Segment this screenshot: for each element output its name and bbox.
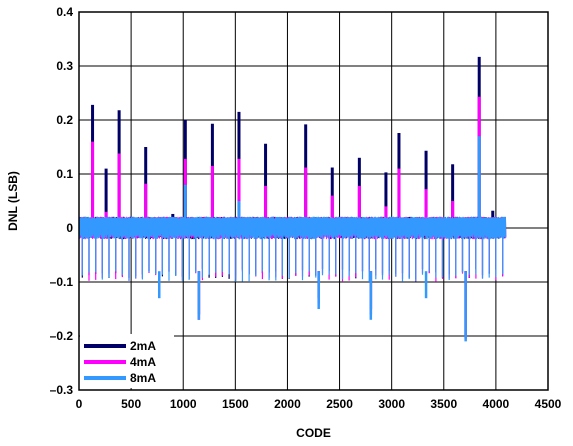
x-tick-label: 1500 (222, 397, 249, 411)
y-tick-label: 0.1 (56, 167, 73, 181)
legend-label-8mA: 8mA (130, 371, 156, 385)
y-tick-label: 0.4 (56, 5, 73, 19)
y-tick-label: 0.2 (56, 113, 73, 127)
legend: 2mA 4mA 8mA (80, 334, 174, 388)
legend-label-2mA: 2mA (130, 339, 156, 353)
series-dips-8mA (81, 228, 504, 282)
y-tick-label: –0.2 (50, 329, 74, 343)
plot-border (78, 11, 549, 391)
x-axis-title: CODE (296, 426, 331, 440)
plot-lines (78, 56, 507, 342)
x-tick-label: 4000 (483, 397, 510, 411)
series-trace-8mA (78, 216, 507, 240)
y-tick-label: –0.1 (50, 275, 74, 289)
x-tick-label: 3000 (378, 397, 405, 411)
y-tick-label: 0.3 (56, 59, 73, 73)
x-tick-label: 1000 (170, 397, 197, 411)
x-tick-label: 2000 (274, 397, 301, 411)
x-tick-label: 500 (121, 397, 141, 411)
y-tick-label: 0 (66, 221, 73, 235)
y-tick-label: –0.3 (50, 383, 74, 397)
y-axis-title: DNL (LSB) (6, 171, 20, 231)
x-tick-label: 0 (76, 397, 83, 411)
x-tick-label: 4500 (535, 397, 562, 411)
x-tick-label: 2500 (326, 397, 353, 411)
tick-labels: 0 500 1000 1500 2000 2500 3000 3500 4000 4500 –0.3… (50, 5, 562, 411)
axes (78, 11, 549, 391)
legend-label-4mA: 4mA (130, 355, 156, 369)
x-tick-label: 3500 (430, 397, 457, 411)
